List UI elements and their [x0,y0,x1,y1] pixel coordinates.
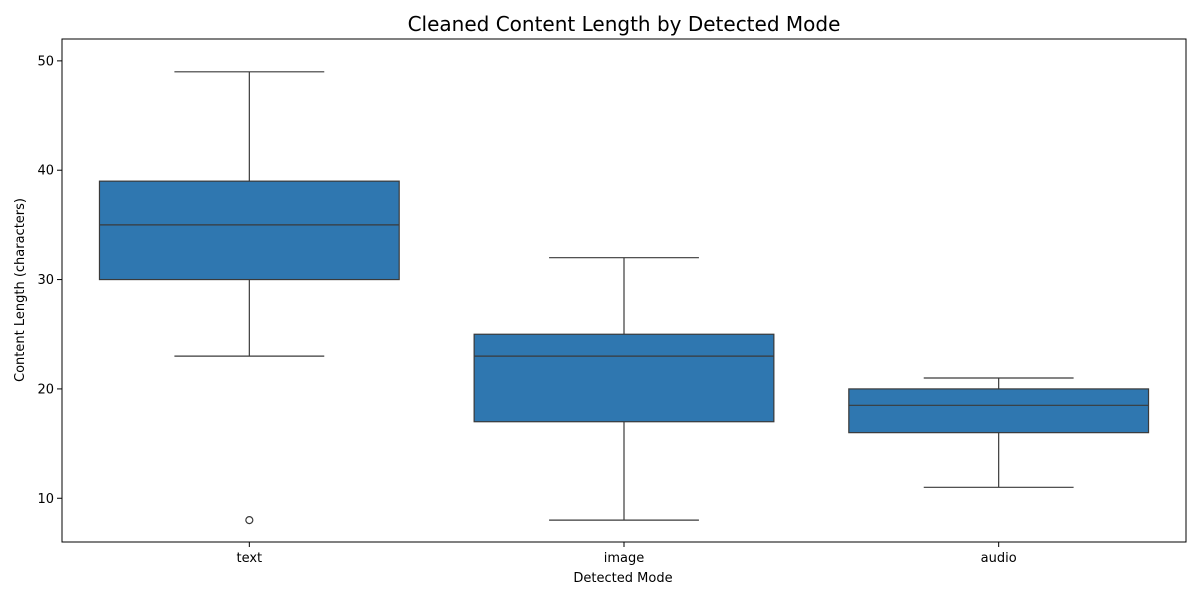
boxes-layer [98,71,1150,525]
y-axis: 10 20 30 40 50 [37,54,62,507]
y-tick-label: 10 [37,492,54,507]
y-tick-label: 50 [37,54,54,69]
x-tick-label: audio [981,551,1017,566]
y-tick-label: 40 [37,164,54,179]
y-axis-label: Content Length (characters) [13,198,28,382]
iqr-box [473,333,775,423]
y-tick-label: 30 [37,273,54,288]
box-audio [848,377,1150,488]
y-tick-label: 20 [37,382,54,397]
x-tick-label: image [604,551,645,566]
outlier-point [245,516,254,525]
chart-title: Cleaned Content Length by Detected Mode [408,12,841,36]
x-tick-label: text [236,551,262,566]
iqr-box [98,180,400,281]
x-axis: text image audio [236,542,1017,566]
iqr-box [848,388,1150,434]
x-axis-label: Detected Mode [573,571,672,586]
box-image [473,257,775,521]
box-text [98,71,400,525]
